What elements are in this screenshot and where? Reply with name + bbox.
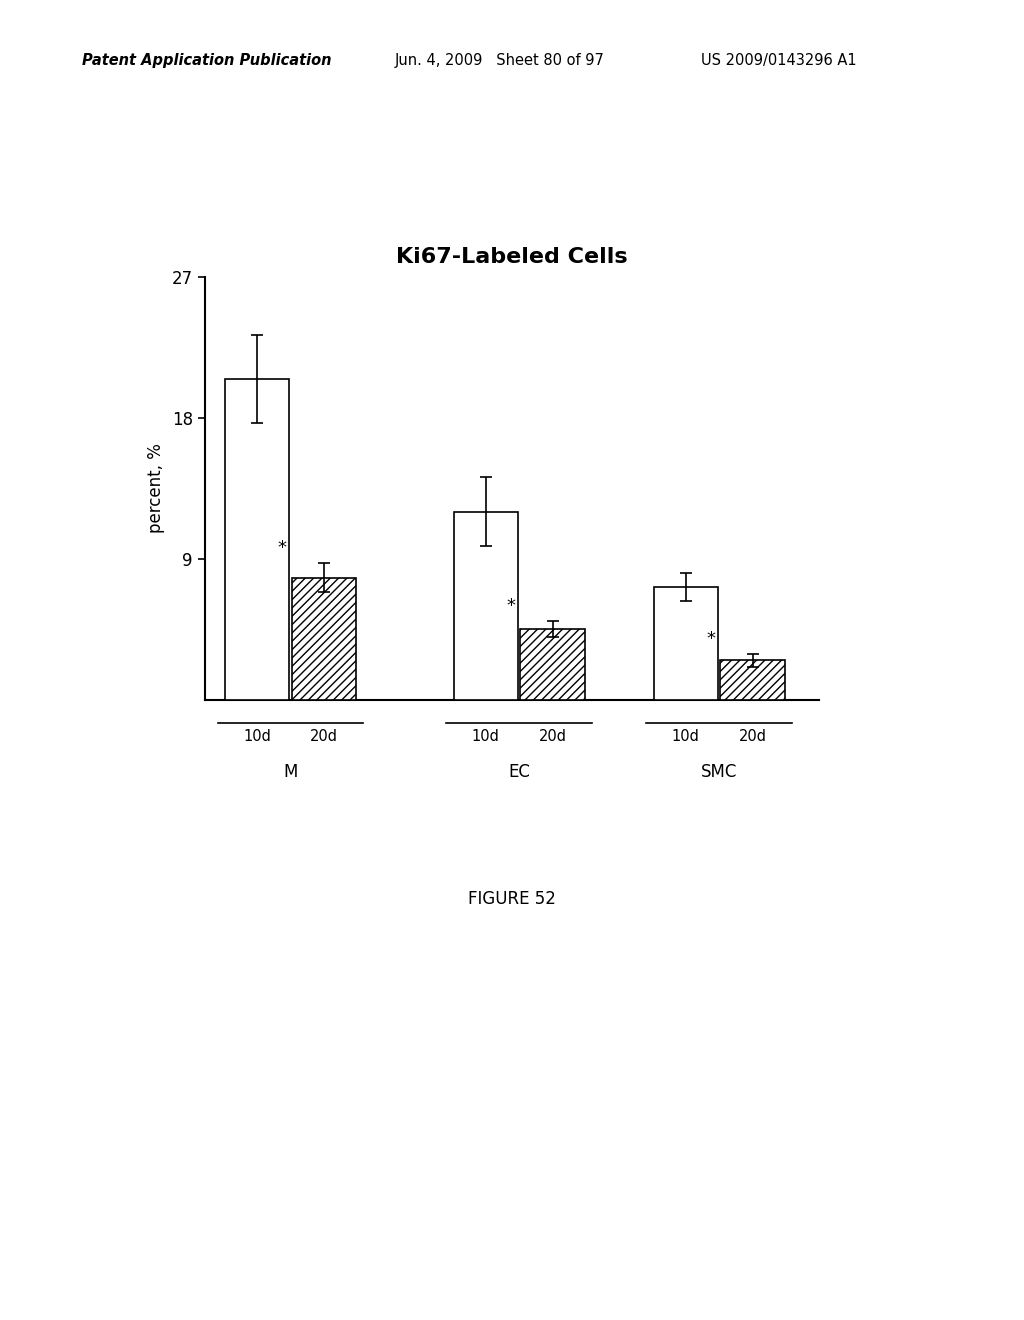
- Text: 10d: 10d: [472, 729, 500, 743]
- Text: *: *: [506, 597, 515, 615]
- Text: FIGURE 52: FIGURE 52: [468, 890, 556, 908]
- Bar: [653, 587, 718, 700]
- Text: SMC: SMC: [701, 763, 737, 781]
- Text: M: M: [284, 763, 298, 781]
- Bar: [454, 512, 518, 700]
- Bar: [292, 578, 356, 700]
- Text: US 2009/0143296 A1: US 2009/0143296 A1: [701, 53, 857, 67]
- Bar: [520, 630, 585, 700]
- Text: 20d: 20d: [310, 729, 338, 743]
- Text: Jun. 4, 2009   Sheet 80 of 97: Jun. 4, 2009 Sheet 80 of 97: [394, 53, 604, 67]
- Text: Patent Application Publication: Patent Application Publication: [82, 53, 332, 67]
- Text: 10d: 10d: [243, 729, 271, 743]
- Y-axis label: percent, %: percent, %: [146, 444, 165, 533]
- Text: 20d: 20d: [539, 729, 566, 743]
- Text: 20d: 20d: [738, 729, 767, 743]
- Text: EC: EC: [508, 763, 530, 781]
- Text: *: *: [707, 630, 716, 648]
- Title: Ki67-Labeled Cells: Ki67-Labeled Cells: [396, 247, 628, 268]
- Bar: [225, 379, 289, 700]
- Text: 10d: 10d: [672, 729, 699, 743]
- Bar: [721, 660, 784, 700]
- Text: *: *: [278, 540, 287, 557]
